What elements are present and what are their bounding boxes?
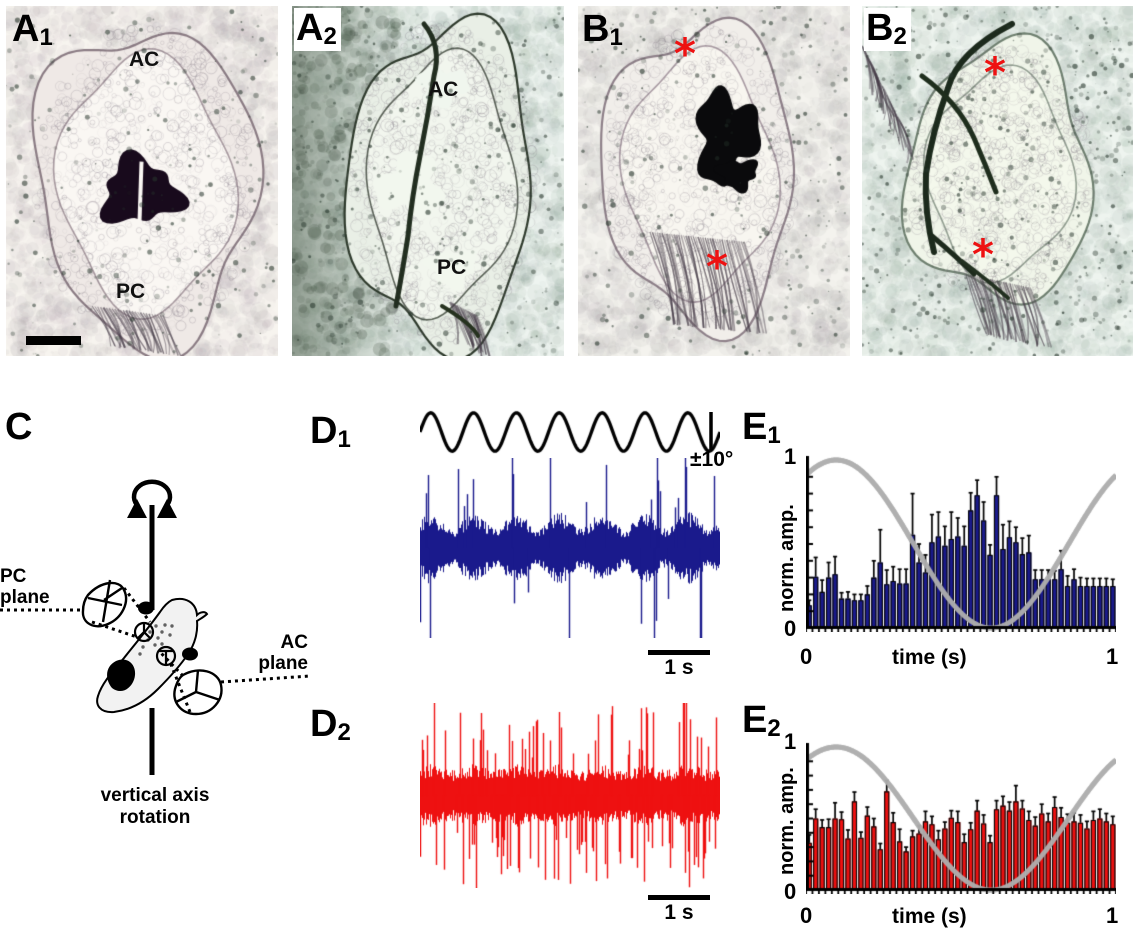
panel-label-sub: 1 xyxy=(609,24,622,51)
asterisk-marker: * xyxy=(984,48,1006,97)
label-pc: PC xyxy=(116,280,146,303)
ac-plane-line1: AC xyxy=(280,632,308,653)
stimulus-amplitude-label: ±10° xyxy=(690,448,734,471)
caption-line2: rotation xyxy=(119,806,191,828)
panel-e1-histogram xyxy=(806,452,1116,632)
panel-d1-label: D1 xyxy=(310,410,351,453)
amplitude-tick xyxy=(709,412,713,450)
panel-a2: A2 AC PC xyxy=(292,6,564,356)
pc-plane-canal-icon xyxy=(81,579,128,628)
panel-e2-letter: E xyxy=(742,699,767,741)
panel-a1-micrograph xyxy=(6,6,278,356)
panel-e1-label: E1 E1 xyxy=(742,406,781,449)
panel-b1: B1 * * xyxy=(578,6,850,356)
y-tick-min: 0 xyxy=(784,879,797,904)
panel-label-letter: D xyxy=(310,410,337,452)
panel-c: C PC plane AC plane vertical axis rotati… xyxy=(0,400,310,933)
ac-plane-line2: plane xyxy=(258,653,308,675)
panel-a1: A1 AC PC xyxy=(6,6,278,356)
x-tick-min: 0 xyxy=(800,903,813,928)
time-scale-bar xyxy=(648,895,710,900)
panel-a1-label: A1 xyxy=(12,8,53,51)
x-axis-label: time (s) xyxy=(892,646,967,669)
x-axis-label: time (s) xyxy=(892,905,967,928)
panel-label-sub: 2 xyxy=(323,23,336,50)
y-axis-label: norm. amp. xyxy=(776,504,798,612)
panel-label-letter: A xyxy=(12,8,39,50)
x-tick-max: 1 xyxy=(1106,644,1119,669)
head-schematic xyxy=(96,597,209,714)
panel-label-letter: B xyxy=(582,8,609,50)
panel-d2-label: D2 xyxy=(310,703,351,746)
panel-d1: D1 ±10° 1 s xyxy=(310,400,740,695)
y-tick-max: 1 xyxy=(784,729,797,754)
y-tick-max: 1 xyxy=(784,444,797,469)
pc-plane-label: PC plane xyxy=(0,566,50,609)
ac-plane-label: AC plane xyxy=(188,632,308,675)
time-scale-label: 1 s xyxy=(664,656,694,679)
caption-line1: vertical axis xyxy=(100,785,210,806)
panel-label-letter: A xyxy=(296,7,323,49)
eye-left xyxy=(138,601,154,615)
panel-b2: B2 * * xyxy=(862,6,1133,356)
panel-e1-sub: 1 xyxy=(767,422,780,449)
panel-e2: E2 1 0 norm. amp. 0 1 time (s) xyxy=(740,695,1133,933)
histology-row: A1 AC PC A2 AC PC B1 * * B2 * * xyxy=(0,0,1133,360)
panel-d2: D2 1 s xyxy=(310,695,740,933)
asterisk-marker: * xyxy=(674,29,696,78)
panel-c-schematic xyxy=(0,479,310,775)
panel-e2-histogram xyxy=(806,739,1116,894)
x-tick-max: 1 xyxy=(1106,903,1119,928)
pc-plane-connector xyxy=(0,587,152,640)
panel-d1-neural-trace xyxy=(420,458,720,638)
pc-plane-line2: plane xyxy=(0,587,50,609)
panel-e1-letter: E xyxy=(742,406,767,448)
asterisk-marker: * xyxy=(972,230,994,279)
panel-label-letter: B xyxy=(866,7,893,49)
label-pc: PC xyxy=(437,256,467,279)
panel-label-sub: 1 xyxy=(39,24,52,51)
asterisk-marker: * xyxy=(706,242,728,291)
panel-b1-micrograph xyxy=(578,6,850,356)
y-axis-label: norm. amp. xyxy=(776,767,798,875)
y-tick-min: 0 xyxy=(784,616,797,641)
panel-c-label: C xyxy=(5,406,32,448)
label-ac: AC xyxy=(428,78,459,101)
eye-right xyxy=(182,647,198,661)
panel-b2-label: B2 xyxy=(864,8,911,51)
rotation-arrowhead-left xyxy=(127,499,147,518)
ac-plane-connector xyxy=(158,650,310,713)
panel-label-letter: D xyxy=(310,703,337,745)
panel-e1: E1 E1 1 0 norm. amp. 0 1 time (s) xyxy=(740,400,1133,695)
x-tick-min: 0 xyxy=(800,644,813,669)
panel-e2-label: E2 xyxy=(742,699,781,742)
panel-e2-sub: 2 xyxy=(767,715,780,742)
panel-a2-label: A2 xyxy=(294,8,341,51)
time-scale-label: 1 s xyxy=(664,901,694,924)
pc-plane-line1: PC xyxy=(0,566,27,587)
panel-label-sub: 2 xyxy=(893,23,906,50)
panel-b2-micrograph xyxy=(862,6,1133,356)
panel-label-sub: 2 xyxy=(337,719,350,746)
panel-d1-stimulus-trace xyxy=(420,408,720,456)
scale-bar xyxy=(26,336,81,345)
rotation-arc xyxy=(131,479,173,507)
label-ac: AC xyxy=(129,48,160,71)
nostril-region xyxy=(107,659,136,692)
time-scale-bar xyxy=(648,650,710,655)
panel-a2-micrograph xyxy=(292,6,564,356)
panel-d2-neural-trace xyxy=(420,703,720,888)
panel-c-caption: vertical axis rotation xyxy=(0,785,310,829)
rotation-arrowhead-right xyxy=(157,499,177,518)
panel-label-sub: 1 xyxy=(337,426,350,453)
panel-label-letter: C xyxy=(5,406,32,448)
panel-b1-label: B1 xyxy=(582,8,623,51)
